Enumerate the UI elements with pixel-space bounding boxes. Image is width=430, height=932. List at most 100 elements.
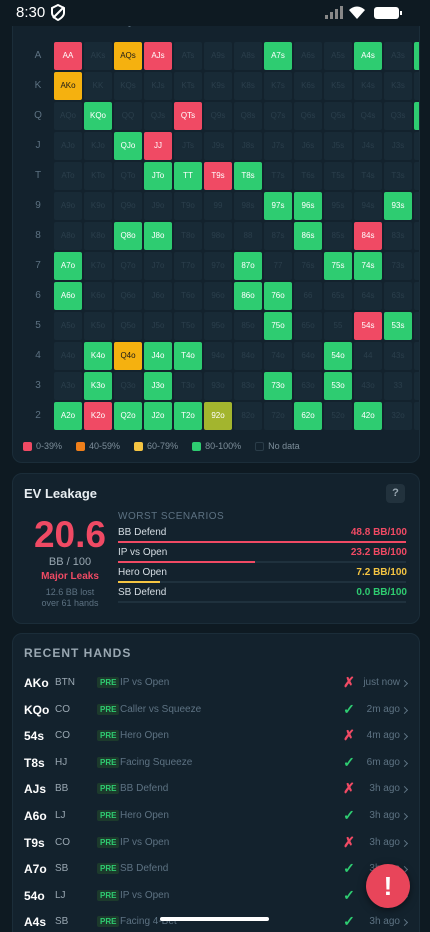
heatmap-cell[interactable]: J2o xyxy=(144,402,172,430)
heatmap-cell[interactable]: AKs xyxy=(84,42,112,70)
heatmap-cell[interactable]: T4o xyxy=(174,342,202,370)
heatmap-cell[interactable]: A9s xyxy=(204,42,232,70)
heatmap-cell[interactable]: Q5s xyxy=(324,102,352,130)
heatmap-cell[interactable]: A8s xyxy=(234,42,262,70)
heatmap-cell[interactable]: 62o xyxy=(294,402,322,430)
heatmap-cell[interactable]: A3o xyxy=(54,372,82,400)
heatmap-cell[interactable]: J9o xyxy=(144,192,172,220)
heatmap-cell[interactable]: Q9o xyxy=(114,192,142,220)
heatmap-cell[interactable]: QQ xyxy=(114,102,142,130)
hand-row[interactable]: AJs BB PRE BB Defend ✗ 3h ago xyxy=(13,778,419,802)
heatmap-cell[interactable]: 64o xyxy=(294,342,322,370)
heatmap-cell[interactable]: Q8s xyxy=(234,102,262,130)
heatmap-cell[interactable]: 52s xyxy=(414,312,419,340)
heatmap-cell[interactable]: 43o xyxy=(354,372,382,400)
heatmap-cell[interactable]: T2o xyxy=(174,402,202,430)
heatmap-cell[interactable]: 65s xyxy=(324,282,352,310)
heatmap-cell[interactable]: AKo xyxy=(54,72,82,100)
heatmap-cell[interactable]: A8o xyxy=(54,222,82,250)
heatmap-cell[interactable]: K8s xyxy=(234,72,262,100)
heatmap-cell[interactable]: 66 xyxy=(294,282,322,310)
heatmap-cell[interactable]: 72s xyxy=(414,252,419,280)
heatmap-cell[interactable]: AQs xyxy=(114,42,142,70)
heatmap-cell[interactable]: K5o xyxy=(84,312,112,340)
heatmap-cell[interactable]: K8o xyxy=(84,222,112,250)
heatmap-cell[interactable]: 82s xyxy=(414,222,419,250)
heatmap-cell[interactable]: 76s xyxy=(294,252,322,280)
hand-row[interactable]: AKo BTN PRE IP vs Open ✗ just now xyxy=(13,672,419,696)
heatmap-cell[interactable]: 95o xyxy=(204,312,232,340)
heatmap-cell[interactable]: 73s xyxy=(384,252,412,280)
heatmap-cell[interactable]: 98s xyxy=(234,192,262,220)
heatmap-cell[interactable]: A6s xyxy=(294,42,322,70)
heatmap-cell[interactable]: 62s xyxy=(414,282,419,310)
heatmap-cell[interactable]: T6s xyxy=(294,162,322,190)
heatmap-cell[interactable]: K6s xyxy=(294,72,322,100)
heatmap-cell[interactable]: 86s xyxy=(294,222,322,250)
heatmap-cell[interactable]: A3s xyxy=(384,42,412,70)
heatmap-cell[interactable]: 54s xyxy=(354,312,382,340)
help-button[interactable]: ? xyxy=(386,484,405,503)
heatmap-cell[interactable]: T8o xyxy=(174,222,202,250)
heatmap-cell[interactable]: 44 xyxy=(354,342,382,370)
heatmap-cell[interactable]: J4o xyxy=(144,342,172,370)
heatmap-cell[interactable]: 74o xyxy=(264,342,292,370)
heatmap-cell[interactable]: Q2s xyxy=(414,102,419,130)
heatmap-cell[interactable]: 88 xyxy=(234,222,262,250)
heatmap-cell[interactable]: 94o xyxy=(204,342,232,370)
heatmap-cell[interactable]: T8s xyxy=(234,162,262,190)
heatmap-cell[interactable]: KJs xyxy=(144,72,172,100)
heatmap-cell[interactable]: T6o xyxy=(174,282,202,310)
heatmap-cell[interactable]: 87s xyxy=(264,222,292,250)
heatmap-cell[interactable]: J8s xyxy=(234,132,262,160)
heatmap-cell[interactable]: Q8o xyxy=(114,222,142,250)
heatmap-cell[interactable]: T2s xyxy=(414,162,419,190)
heatmap-cell[interactable]: 86o xyxy=(234,282,262,310)
heatmap-cell[interactable]: K2s xyxy=(414,72,419,100)
heatmap-cell[interactable]: J4s xyxy=(354,132,382,160)
heatmap-cell[interactable]: Q7o xyxy=(114,252,142,280)
heatmap-cell[interactable]: TT xyxy=(174,162,202,190)
hand-row[interactable]: KQo CO PRE Caller vs Squeeze ✓ 2m ago xyxy=(13,699,419,723)
heatmap-cell[interactable]: 77 xyxy=(264,252,292,280)
heatmap-cell[interactable]: K7o xyxy=(84,252,112,280)
heatmap-cell[interactable]: 73o xyxy=(264,372,292,400)
heatmap-cell[interactable]: 32o xyxy=(384,402,412,430)
heatmap-cell[interactable]: 65o xyxy=(294,312,322,340)
heatmap-cell[interactable]: 53s xyxy=(384,312,412,340)
heatmap-cell[interactable]: Q3s xyxy=(384,102,412,130)
heatmap-cell[interactable]: Q6s xyxy=(294,102,322,130)
heatmap-cell[interactable]: QJo xyxy=(114,132,142,160)
heatmap-cell[interactable]: K3s xyxy=(384,72,412,100)
heatmap-cell[interactable]: J9s xyxy=(204,132,232,160)
heatmap-cell[interactable]: 63s xyxy=(384,282,412,310)
heatmap-cell[interactable]: K4s xyxy=(354,72,382,100)
heatmap-cell[interactable]: KQs xyxy=(114,72,142,100)
heatmap-cell[interactable]: A7s xyxy=(264,42,292,70)
heatmap-cell[interactable]: 87o xyxy=(234,252,262,280)
heatmap-cell[interactable]: Q6o xyxy=(114,282,142,310)
heatmap-cell[interactable]: QTs xyxy=(174,102,202,130)
heatmap-cell[interactable]: 72o xyxy=(264,402,292,430)
heatmap-cell[interactable]: J7o xyxy=(144,252,172,280)
heatmap-cell[interactable]: 98o xyxy=(204,222,232,250)
heatmap-cell[interactable]: K2o xyxy=(84,402,112,430)
heatmap-cell[interactable]: 22 xyxy=(414,402,419,430)
heatmap-cell[interactable]: 75s xyxy=(324,252,352,280)
heatmap-cell[interactable]: AQo xyxy=(54,102,82,130)
fab[interactable]: ! xyxy=(366,864,410,908)
heatmap-cell[interactable]: K9o xyxy=(84,192,112,220)
heatmap-cell[interactable]: K4o xyxy=(84,342,112,370)
heatmap-cell[interactable]: J5o xyxy=(144,312,172,340)
heatmap-cell[interactable]: 82o xyxy=(234,402,262,430)
heatmap-cell[interactable]: 76o xyxy=(264,282,292,310)
heatmap-cell[interactable]: 94s xyxy=(354,192,382,220)
heatmap-cell[interactable]: T3s xyxy=(384,162,412,190)
heatmap-cell[interactable]: QJs xyxy=(144,102,172,130)
hand-row[interactable]: A4s SB PRE Facing 4-Bet ✓ 3h ago xyxy=(13,911,419,932)
heatmap-cell[interactable]: J2s xyxy=(414,132,419,160)
heatmap-cell[interactable]: T7o xyxy=(174,252,202,280)
heatmap-cell[interactable]: Q2o xyxy=(114,402,142,430)
hand-row[interactable]: 54s CO PRE Hero Open ✗ 4m ago xyxy=(13,725,419,749)
